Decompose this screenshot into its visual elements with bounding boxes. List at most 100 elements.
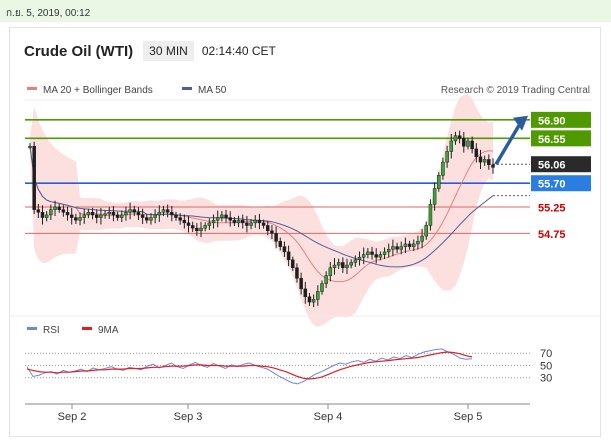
candle-body (370, 251, 374, 255)
level-label: 55.70 (538, 179, 566, 191)
candle-body (120, 214, 124, 218)
candle-body (386, 249, 391, 253)
candle-body (428, 204, 433, 226)
candle-body (78, 217, 82, 221)
candle (291, 256, 295, 271)
candle (249, 219, 253, 230)
level-label: 54.75 (538, 229, 566, 241)
candle (345, 258, 349, 275)
candle (286, 245, 291, 267)
candle (257, 213, 262, 230)
candle-body (453, 135, 458, 142)
candle-body (449, 140, 454, 152)
candle-body (441, 161, 445, 176)
ma50-line (29, 146, 494, 268)
candle-body (153, 214, 157, 218)
candle-body (424, 225, 429, 237)
candle-body (86, 212, 91, 216)
candle (82, 208, 86, 224)
candle-body (270, 230, 274, 234)
candle (453, 131, 458, 145)
candle (370, 246, 374, 260)
candle (28, 143, 32, 150)
source-credit: Research © 2019 Trading Central (441, 85, 590, 96)
rsi-legend-swatch (82, 327, 92, 330)
candle (78, 212, 82, 226)
candle (245, 215, 249, 233)
candle (140, 208, 145, 224)
candle-body (437, 175, 441, 189)
candle-body (457, 135, 462, 139)
candle (457, 130, 462, 144)
candle (316, 285, 320, 306)
candle (69, 207, 74, 225)
candle-body (157, 212, 162, 216)
candle-body (99, 214, 103, 218)
level-tag (531, 111, 591, 128)
forecast-arrow-shaft (494, 122, 522, 166)
candle-body (195, 227, 199, 232)
candle-body (399, 246, 403, 250)
candle (90, 207, 95, 220)
rsi-level-label: 30 (540, 373, 552, 385)
candle-body (320, 283, 324, 292)
candle-body (307, 296, 312, 303)
candle (432, 182, 437, 211)
candle-body (140, 214, 145, 218)
candle (424, 221, 429, 240)
candle (336, 258, 341, 269)
level-tag (531, 130, 591, 147)
candle (49, 204, 53, 220)
candle-body (349, 262, 353, 266)
candle-body (291, 259, 295, 268)
candle (366, 248, 370, 259)
candle-body (462, 138, 466, 147)
candle (386, 243, 391, 258)
candle-body (470, 140, 474, 150)
candle (74, 213, 78, 225)
candle-body (295, 267, 299, 279)
candle-body (282, 246, 287, 253)
candle (103, 210, 107, 219)
candle (320, 280, 324, 295)
candle (411, 239, 416, 252)
candle-body (366, 251, 370, 255)
candle-body (482, 159, 487, 163)
candle-body (53, 206, 57, 210)
candle-body (403, 243, 408, 247)
forecast-arrow-head (513, 115, 528, 131)
candle (378, 251, 383, 261)
candle (482, 155, 487, 166)
x-tick-label: Sep 2 (58, 411, 87, 423)
candle (132, 205, 137, 217)
candle-body (487, 159, 491, 165)
candle-body (341, 262, 345, 268)
candle-body (445, 151, 449, 163)
candle (44, 211, 49, 222)
x-tick-label: Sep 5 (454, 411, 483, 423)
candle (374, 248, 378, 264)
candle (57, 203, 61, 213)
candle (174, 211, 178, 221)
candle (107, 207, 112, 219)
candle-body (286, 251, 291, 261)
candle (157, 205, 162, 222)
candle-body (478, 156, 483, 163)
candle (266, 221, 270, 236)
candle-body (49, 209, 53, 216)
candle-body (174, 214, 178, 218)
candle-body (224, 214, 228, 218)
candle-body (257, 219, 262, 224)
candle-body (74, 217, 78, 221)
interval-badge[interactable]: 30 MIN (143, 41, 194, 61)
candle (462, 131, 466, 153)
candle-body (361, 254, 366, 258)
candle (240, 214, 245, 229)
rsi-level-label: 70 (540, 348, 552, 360)
candle (182, 214, 187, 229)
level-label: 56.55 (538, 134, 566, 146)
candle-body (416, 241, 420, 245)
candle-body (149, 217, 153, 221)
bollinger-band (30, 94, 493, 327)
level-label: 56.90 (538, 115, 566, 127)
